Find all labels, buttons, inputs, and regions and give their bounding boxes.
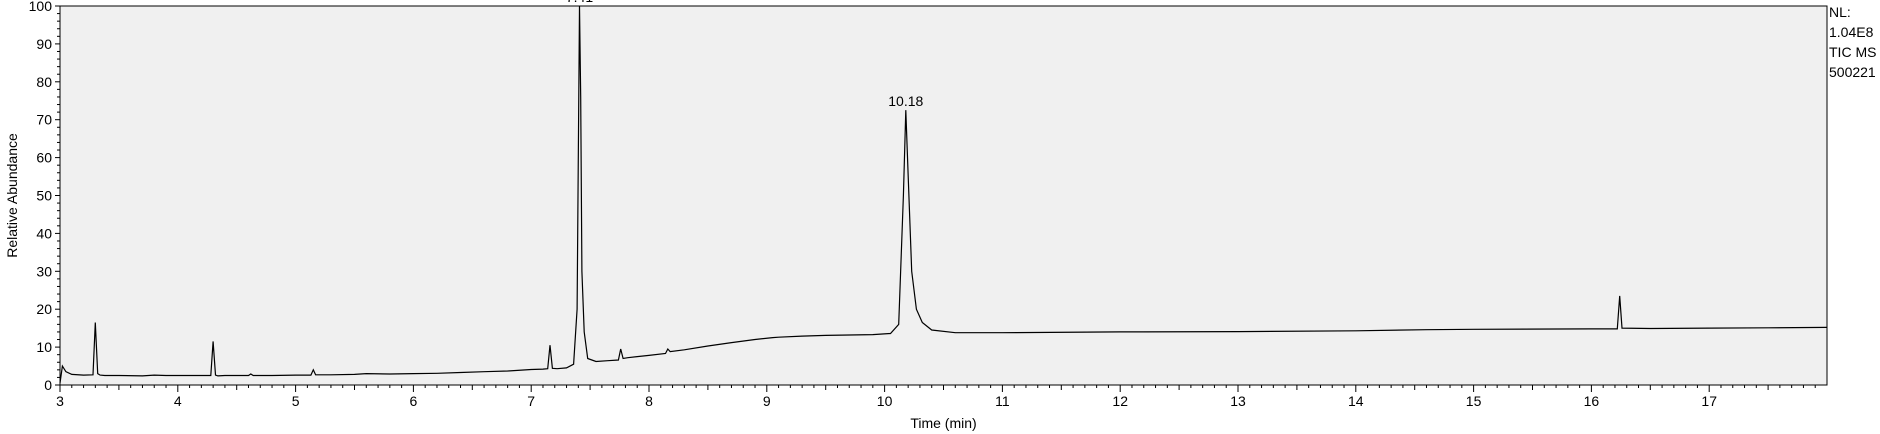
- x-tick-label: 3: [56, 393, 64, 409]
- plot-background: [59, 5, 1828, 386]
- y-tick-label: 20: [36, 301, 52, 317]
- y-tick-label: 70: [36, 112, 52, 128]
- x-tick-label: 14: [1348, 393, 1364, 409]
- y-tick-label: 30: [36, 263, 52, 279]
- x-tick-label: 12: [1112, 393, 1128, 409]
- x-tick-label: 16: [1584, 393, 1600, 409]
- x-tick-label: 11: [995, 393, 1010, 409]
- x-tick-label: 13: [1230, 393, 1246, 409]
- peak-labels: 7.41 10.18: [566, 0, 924, 109]
- x-tick-label: 8: [645, 393, 653, 409]
- y-tick-label: 60: [36, 150, 52, 166]
- peak-label: 7.41: [566, 0, 593, 5]
- y-axis: 0 10 20 30 40 50 60 70 80 90 100: [29, 0, 60, 393]
- x-tick-label: 6: [410, 393, 418, 409]
- x-tick-label: 15: [1466, 393, 1482, 409]
- tic-trace: [59, 5, 1828, 384]
- y-axis-title: Relative Abundance: [4, 133, 20, 258]
- y-tick-label: 10: [36, 339, 52, 355]
- info-line: NL:: [1829, 4, 1851, 20]
- x-tick-label: 4: [174, 393, 182, 409]
- peak-label: 10.18: [888, 93, 923, 109]
- y-tick-label: 0: [44, 377, 52, 393]
- x-tick-label: 5: [292, 393, 300, 409]
- info-line: 500221: [1829, 64, 1876, 80]
- x-tick-label: 17: [1701, 393, 1717, 409]
- y-tick-label: 80: [36, 74, 52, 90]
- x-tick-label: 9: [763, 393, 771, 409]
- x-axis-title: Time (min): [910, 415, 976, 431]
- info-line: 1.04E8: [1829, 24, 1874, 40]
- x-tick-label: 7: [527, 393, 535, 409]
- info-block: NL: 1.04E8 TIC MS 500221: [1829, 4, 1876, 80]
- y-tick-label: 100: [29, 0, 53, 14]
- y-tick-label: 40: [36, 225, 52, 241]
- y-tick-label: 90: [36, 36, 52, 52]
- x-axis: 3 4 5 6 7 8 9 10 11 12 13 14 15 16 17: [56, 385, 1816, 409]
- x-tick-label: 10: [877, 393, 893, 409]
- y-tick-label: 50: [36, 188, 52, 204]
- info-line: TIC MS: [1829, 44, 1876, 60]
